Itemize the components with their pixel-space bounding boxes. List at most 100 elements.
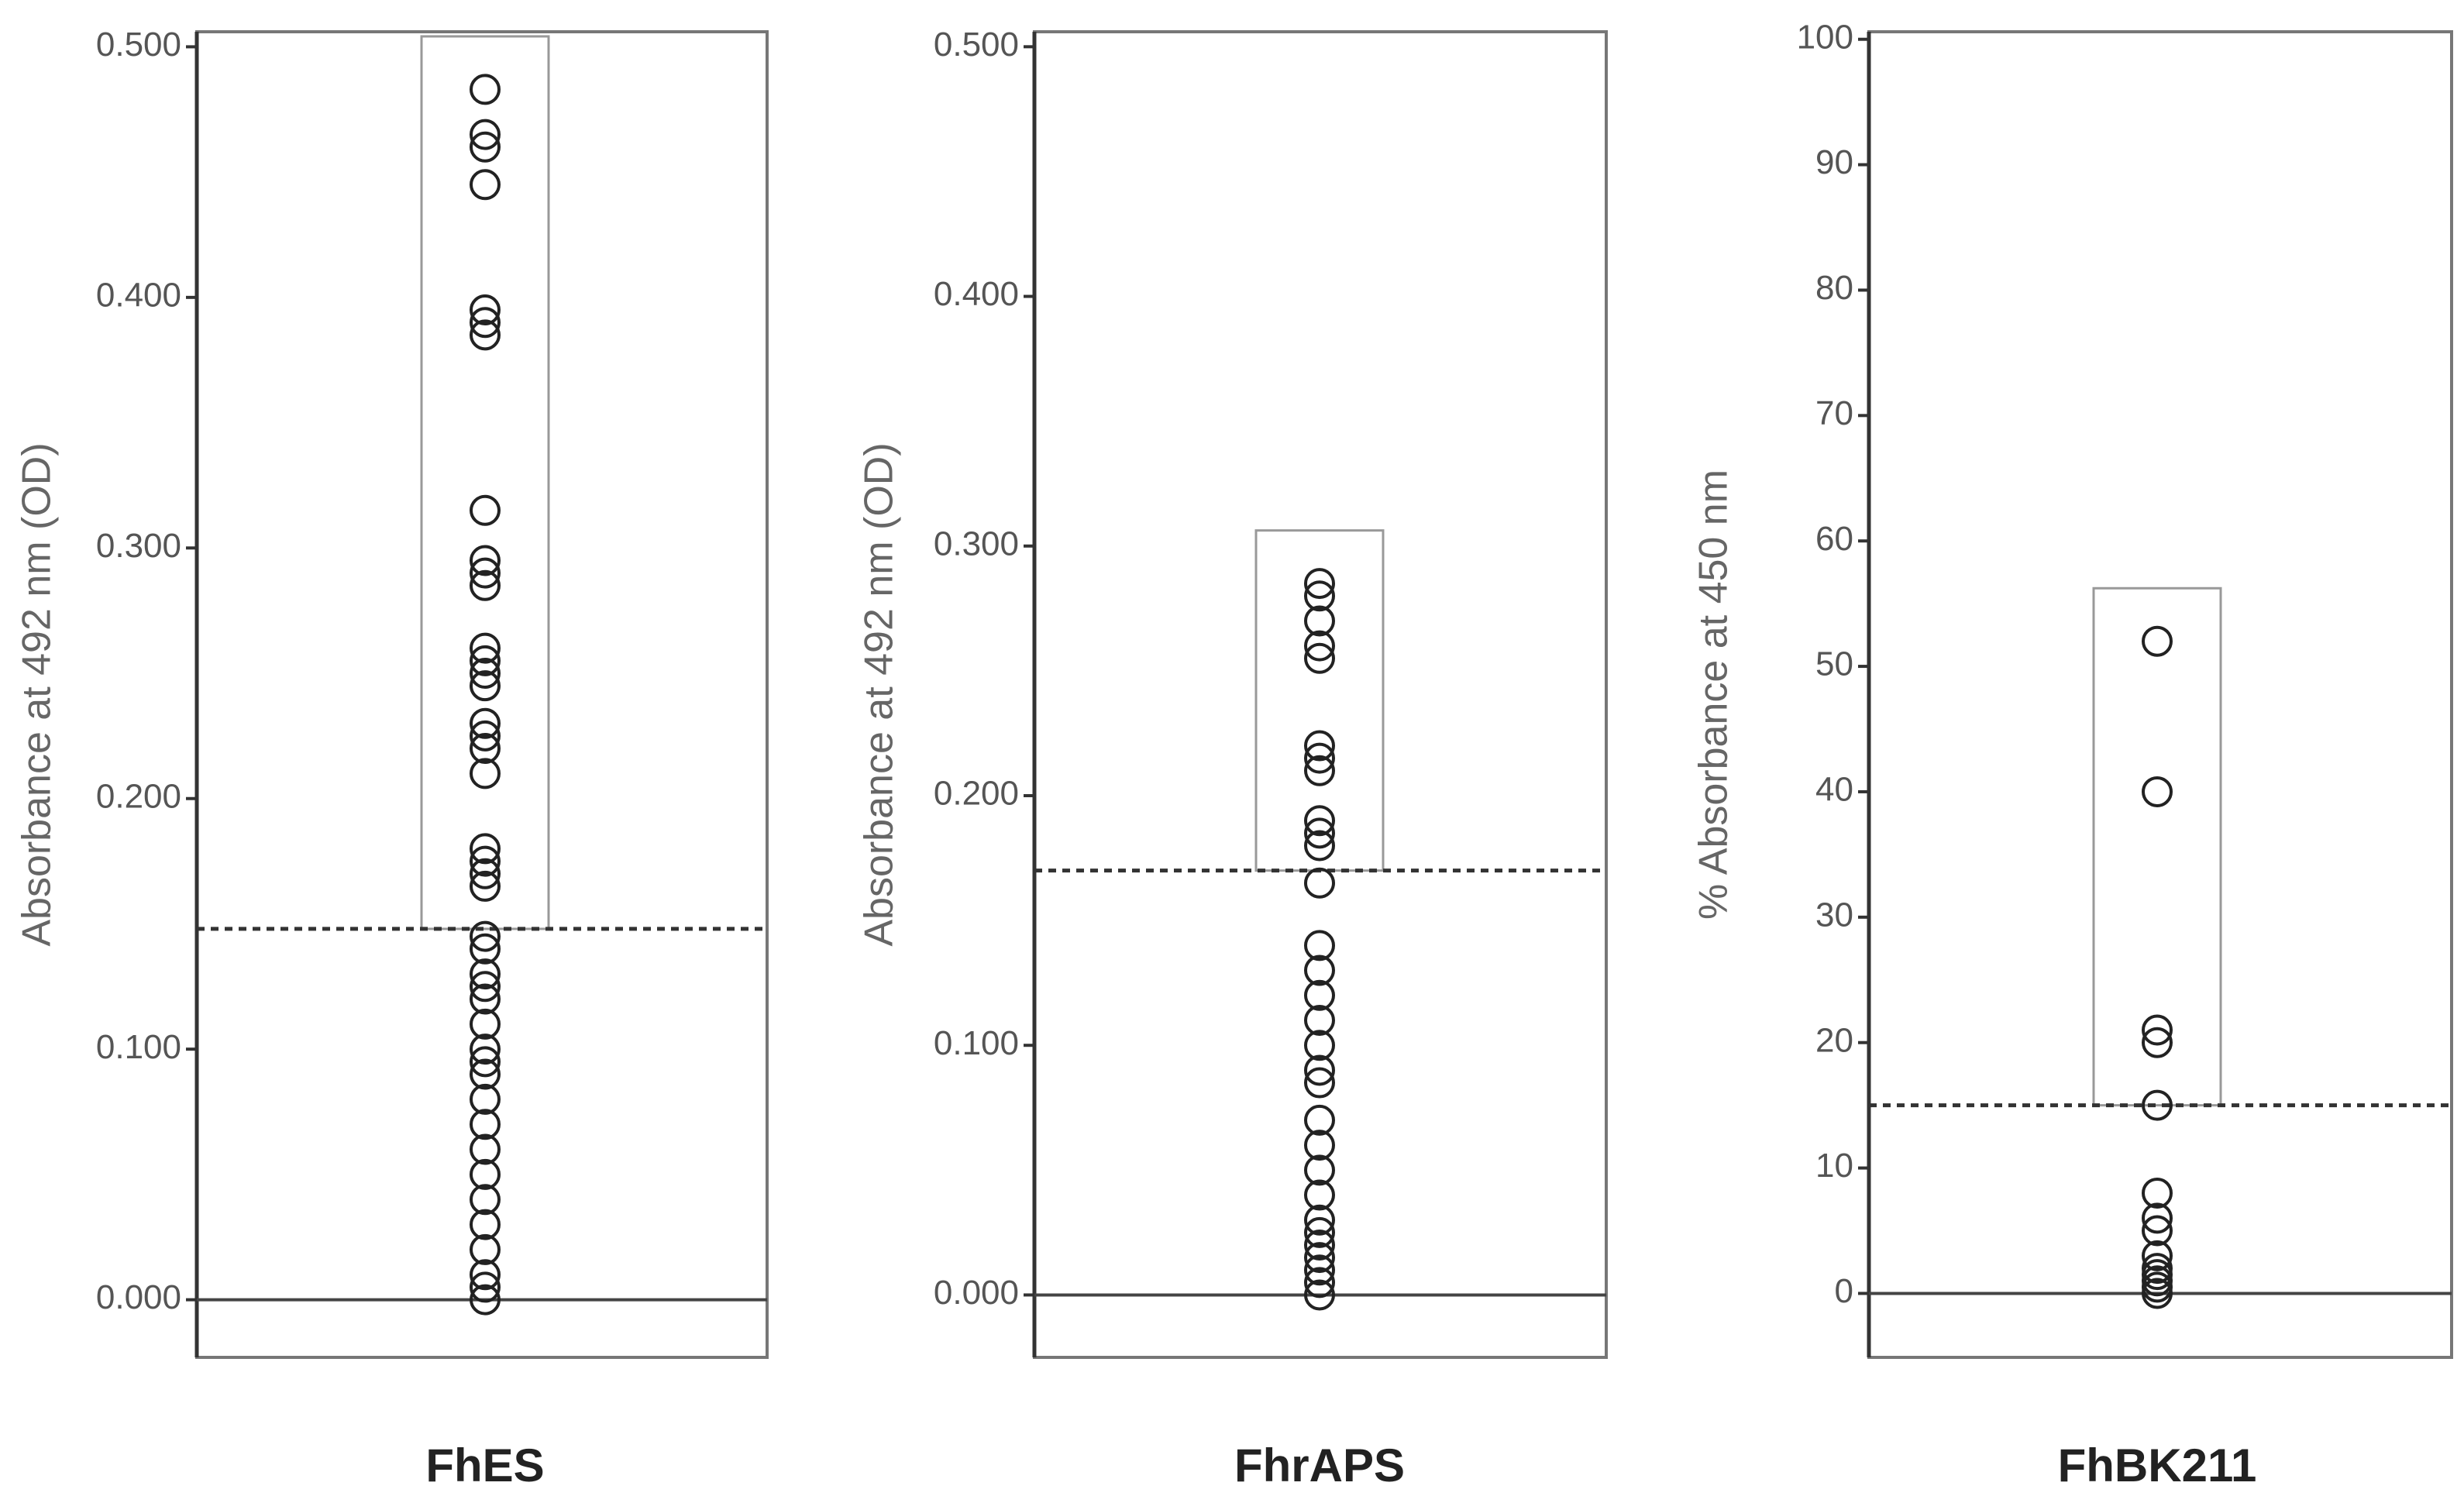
data-point bbox=[2142, 1177, 2173, 1209]
data-point bbox=[470, 1034, 501, 1065]
data-point bbox=[2142, 1027, 2173, 1058]
data-point bbox=[1304, 1130, 1335, 1161]
data-point bbox=[1304, 642, 1335, 674]
y-tick-label: 50 bbox=[1815, 645, 1853, 683]
data-point bbox=[470, 1046, 501, 1078]
data-point bbox=[470, 319, 501, 351]
data-point bbox=[470, 1233, 501, 1265]
data-point bbox=[1304, 830, 1335, 862]
data-point bbox=[470, 545, 501, 576]
positive-box bbox=[420, 35, 550, 930]
data-point bbox=[1304, 817, 1335, 849]
data-point bbox=[1304, 867, 1335, 899]
data-point bbox=[470, 1209, 501, 1240]
data-point bbox=[2142, 1202, 2173, 1234]
data-point bbox=[470, 1284, 501, 1316]
data-point bbox=[1304, 805, 1335, 837]
data-point bbox=[2142, 1278, 2173, 1309]
y-tick-label: 70 bbox=[1815, 394, 1853, 432]
data-point bbox=[1304, 1054, 1335, 1086]
data-point bbox=[470, 983, 501, 1015]
data-point bbox=[1304, 1104, 1335, 1136]
data-point bbox=[470, 294, 501, 326]
x-axis-label: FhrAPS bbox=[1234, 1439, 1405, 1491]
data-point bbox=[470, 858, 501, 889]
y-tick-label: 0.100 bbox=[96, 1028, 181, 1066]
data-point bbox=[470, 569, 501, 601]
y-tick-label: 0.500 bbox=[96, 26, 181, 64]
data-point bbox=[470, 833, 501, 865]
data-point bbox=[470, 670, 501, 702]
data-point bbox=[1304, 1179, 1335, 1211]
data-point bbox=[470, 1133, 501, 1165]
data-point bbox=[1304, 580, 1335, 612]
data-point bbox=[2142, 625, 2173, 657]
data-point bbox=[470, 958, 501, 990]
y-tick-label: 0.300 bbox=[96, 527, 181, 565]
data-point bbox=[1304, 1154, 1335, 1186]
data-point bbox=[470, 845, 501, 877]
data-point bbox=[1304, 568, 1335, 600]
data-point bbox=[470, 169, 501, 201]
y-tick-label: 0 bbox=[1835, 1272, 1853, 1310]
data-point bbox=[470, 870, 501, 902]
data-point bbox=[1304, 979, 1335, 1011]
y-tick-label: 60 bbox=[1815, 520, 1853, 558]
positive-box bbox=[2092, 586, 2222, 1107]
y-tick-label: 0.100 bbox=[934, 1024, 1019, 1062]
data-point bbox=[1304, 730, 1335, 762]
data-point bbox=[2142, 1089, 2173, 1121]
data-point bbox=[470, 1259, 501, 1291]
data-point bbox=[470, 1083, 501, 1115]
data-point bbox=[470, 1158, 501, 1190]
data-point bbox=[1304, 1204, 1335, 1236]
data-point bbox=[470, 119, 501, 150]
data-point bbox=[470, 933, 501, 965]
data-point bbox=[1304, 1254, 1335, 1286]
data-point bbox=[1304, 1267, 1335, 1298]
data-point bbox=[1304, 1030, 1335, 1061]
y-tick-label: 20 bbox=[1815, 1021, 1853, 1059]
y-tick-label: 80 bbox=[1815, 269, 1853, 307]
data-point bbox=[1304, 630, 1335, 662]
data-point bbox=[1304, 1005, 1335, 1036]
y-tick-label: 30 bbox=[1815, 896, 1853, 934]
plot-frame bbox=[195, 30, 769, 1359]
data-point bbox=[470, 632, 501, 664]
data-point bbox=[470, 733, 501, 765]
data-point bbox=[2142, 1215, 2173, 1247]
data-point bbox=[1304, 605, 1335, 637]
y-tick-label: 0.300 bbox=[934, 525, 1019, 562]
data-point bbox=[1304, 1279, 1335, 1311]
x-axis-label: FhBK211 bbox=[2058, 1439, 2257, 1491]
data-point bbox=[470, 1008, 501, 1040]
data-point bbox=[470, 307, 501, 339]
y-tick-label: 100 bbox=[1797, 18, 1853, 56]
data-point bbox=[2142, 1240, 2173, 1271]
data-point bbox=[1304, 742, 1335, 774]
data-point bbox=[470, 971, 501, 1003]
data-point bbox=[470, 557, 501, 589]
x-axis-label: FhES bbox=[425, 1439, 544, 1491]
y-tick-label: 0.400 bbox=[96, 276, 181, 314]
data-point bbox=[2142, 1014, 2173, 1046]
y-tick-label: 0.000 bbox=[934, 1274, 1019, 1312]
y-axis-label: Absorbance at 492 nm (OD) bbox=[857, 442, 902, 946]
data-point bbox=[470, 645, 501, 676]
data-point bbox=[470, 1109, 501, 1140]
data-point bbox=[1304, 1067, 1335, 1099]
y-tick-label: 0.500 bbox=[934, 26, 1019, 64]
data-point bbox=[470, 494, 501, 526]
data-point bbox=[470, 720, 501, 752]
data-point bbox=[470, 1184, 501, 1216]
y-tick-label: 40 bbox=[1815, 771, 1853, 809]
data-point bbox=[470, 1058, 501, 1090]
y-tick-label: 0.400 bbox=[934, 275, 1019, 313]
data-point bbox=[2142, 776, 2173, 807]
y-tick-label: 0.200 bbox=[934, 775, 1019, 813]
data-point bbox=[1304, 954, 1335, 986]
plot-frame bbox=[1867, 30, 2453, 1359]
data-point bbox=[1304, 1242, 1335, 1274]
y-axis-label: Absorbance at 492 nm (OD) bbox=[15, 442, 60, 946]
